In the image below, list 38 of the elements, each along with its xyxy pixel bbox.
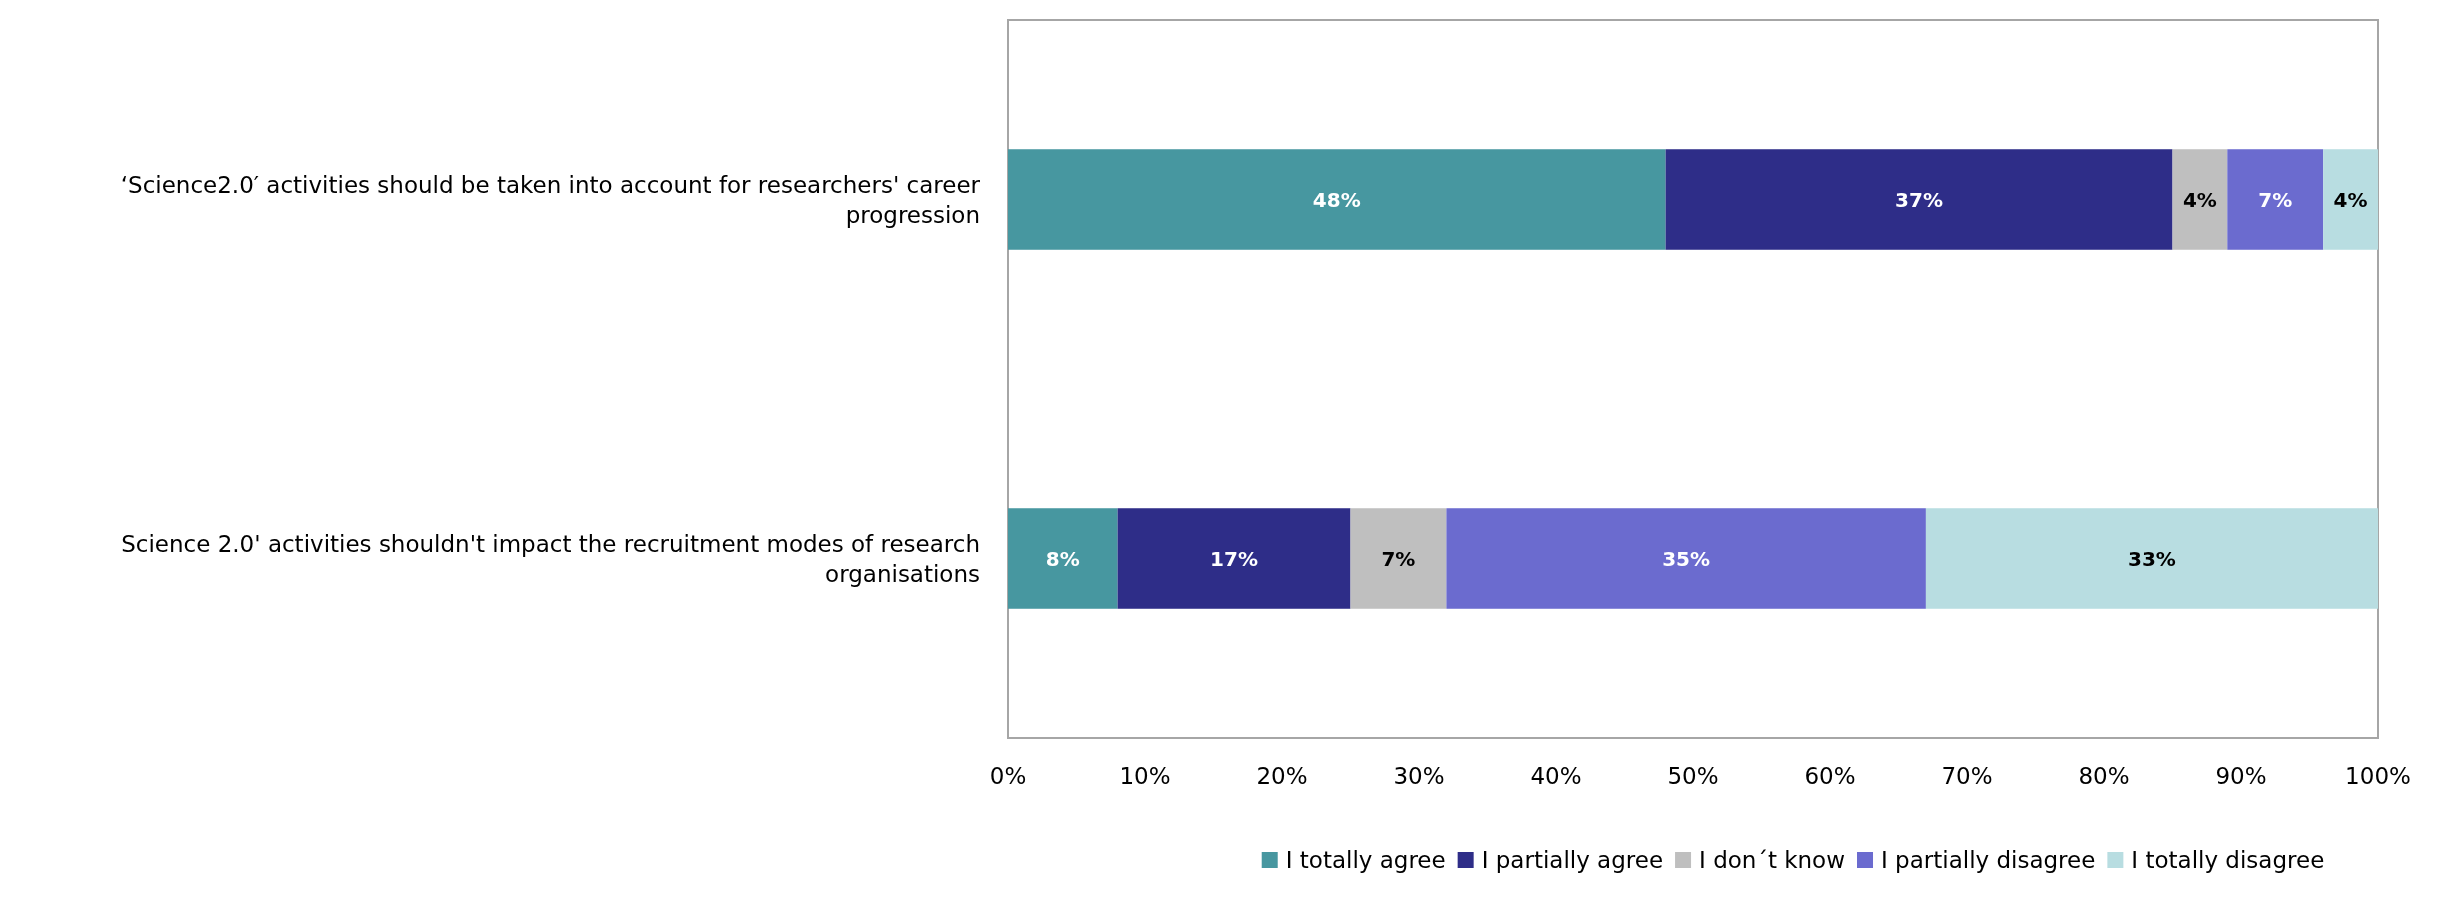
data-label: 7%	[2258, 187, 2293, 212]
bar	[1350, 508, 1447, 609]
x-tick-label: 90%	[2215, 763, 2267, 789]
x-tick-label: 40%	[1530, 763, 1582, 789]
legend-label: I totally disagree	[2131, 847, 2325, 874]
bar	[1008, 149, 1666, 250]
bar	[1446, 508, 1926, 609]
x-tick-label: 50%	[1667, 763, 1719, 789]
x-tick-label: 0%	[989, 763, 1027, 789]
x-tick-label: 70%	[1941, 763, 1993, 789]
data-label: 8%	[1045, 546, 1080, 571]
x-tick-label: 60%	[1804, 763, 1856, 789]
y-tick-label: Science 2.0' activities shouldn't impact the recruitment modes of research organisations	[121, 530, 980, 587]
data-label: 33%	[2128, 546, 2176, 571]
x-tick-label: 100%	[2345, 763, 2411, 789]
data-label: 37%	[1895, 187, 1943, 212]
legend-label: I don´t know	[1699, 847, 1845, 874]
x-tick-label: 30%	[1393, 763, 1445, 789]
bar	[2172, 149, 2228, 250]
data-label: 4%	[2182, 187, 2217, 212]
bar	[1008, 508, 1118, 609]
bar	[1117, 508, 1351, 609]
bar	[1665, 149, 2173, 250]
y-tick-label: ‘Science2.0′ activities should be taken into account for researchers' career progression	[120, 171, 981, 228]
data-label: 4%	[2333, 187, 2368, 212]
legend-label: I totally agree	[1285, 847, 1446, 874]
data-label: 48%	[1312, 187, 1361, 212]
x-tick-label: 10%	[1119, 763, 1171, 789]
bar	[2227, 149, 2324, 250]
bar	[2323, 149, 2378, 250]
data-label: 35%	[1662, 546, 1711, 571]
data-label: 7%	[1381, 546, 1416, 571]
x-tick-label: 80%	[2078, 763, 2130, 789]
bar	[1925, 508, 2378, 609]
legend-label: I partially disagree	[1881, 847, 2096, 874]
legend-label: I partially agree	[1481, 847, 1664, 874]
data-label: 17%	[1210, 546, 1258, 571]
x-tick-label: 20%	[1256, 763, 1308, 789]
